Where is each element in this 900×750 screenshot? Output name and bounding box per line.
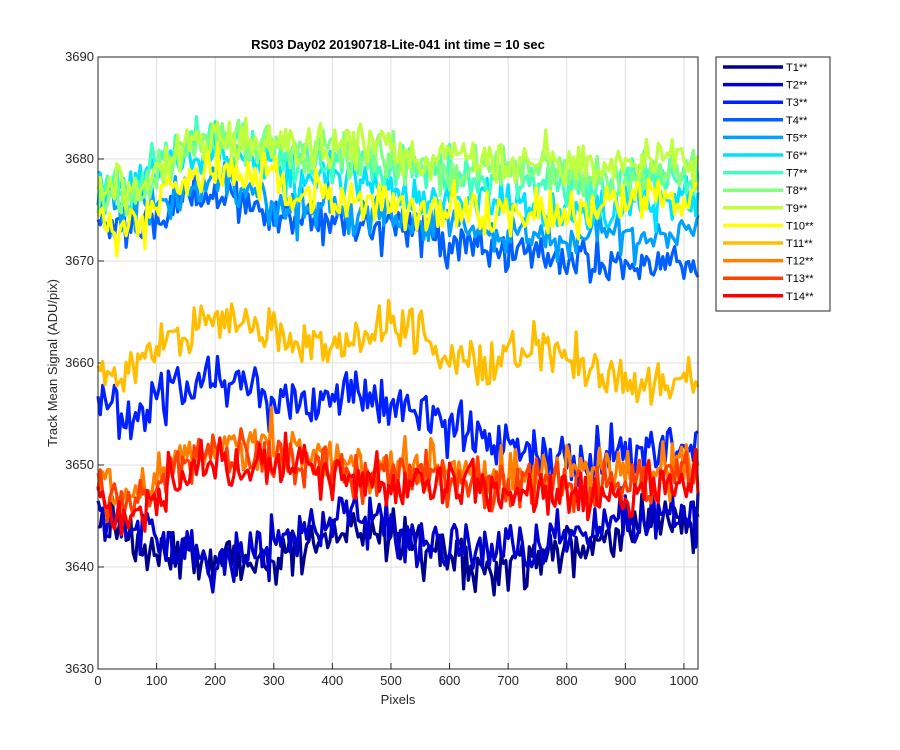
series-line-t1 bbox=[97, 492, 700, 597]
legend-label: T14** bbox=[786, 291, 814, 303]
x-tick-label: 500 bbox=[380, 673, 402, 688]
plot-frame bbox=[97, 56, 699, 670]
series-line-t6 bbox=[96, 120, 700, 233]
y-tick-label: 3680 bbox=[65, 151, 94, 166]
x-tick-label: 400 bbox=[322, 673, 344, 688]
x-tick-label: 300 bbox=[263, 673, 285, 688]
x-tick-label: 0 bbox=[94, 673, 101, 688]
series-line-t2 bbox=[96, 486, 700, 594]
y-tick-label: 3650 bbox=[65, 457, 94, 472]
series-line-t11 bbox=[96, 298, 700, 406]
series-line-t9 bbox=[96, 116, 700, 211]
legend-label: T13** bbox=[786, 273, 814, 285]
series-line-t14 bbox=[96, 431, 700, 537]
x-axis-ticks: 0 100 200 300 400 500 600 700 800 900 1000 bbox=[94, 663, 698, 688]
legend: T1** T2** T3** T4** T5** T6** T7** T8** T9** T10*… bbox=[715, 56, 831, 312]
legend-label: T12** bbox=[786, 256, 814, 268]
legend-label: T7** bbox=[786, 168, 808, 180]
y-tick-label: 3660 bbox=[65, 355, 94, 370]
legend-label: T1** bbox=[786, 62, 808, 74]
y-tick-label: 3640 bbox=[65, 559, 94, 574]
legend-label: T10** bbox=[786, 220, 814, 232]
x-tick-label: 1000 bbox=[669, 673, 698, 688]
x-tick-label: 100 bbox=[146, 673, 168, 688]
series-layer bbox=[96, 115, 700, 597]
legend-label: T5** bbox=[786, 132, 808, 144]
y-tick-label: 3630 bbox=[65, 661, 94, 676]
y-axis-label: Track Mean Signal (ADU/pix) bbox=[45, 279, 60, 447]
legend-label: T6** bbox=[786, 150, 808, 162]
series-line-t10 bbox=[96, 141, 699, 258]
legend-label: T9** bbox=[786, 203, 808, 215]
legend-label: T11** bbox=[786, 238, 813, 250]
x-tick-label: 900 bbox=[614, 673, 636, 688]
legend-label: T8** bbox=[786, 185, 808, 197]
series-line-t3 bbox=[96, 354, 699, 488]
x-tick-label: 700 bbox=[497, 673, 519, 688]
chart-title: RS03 Day02 20190718-Lite-041 int time = … bbox=[251, 37, 545, 52]
y-axis-ticks: 3630 3640 3650 3660 3670 3680 3690 bbox=[65, 49, 104, 676]
x-tick-label: 600 bbox=[439, 673, 461, 688]
legend-label: T4** bbox=[786, 115, 808, 127]
y-tick-label: 3690 bbox=[65, 49, 94, 64]
y-tick-label: 3670 bbox=[65, 253, 94, 268]
x-tick-label: 200 bbox=[204, 673, 226, 688]
legend-box bbox=[715, 56, 831, 312]
x-tick-label: 800 bbox=[556, 673, 578, 688]
series-line-t5 bbox=[96, 161, 700, 267]
legend-label: T3** bbox=[786, 97, 808, 109]
x-axis-label: Pixels bbox=[381, 692, 416, 707]
legend-label: T2** bbox=[786, 80, 808, 92]
